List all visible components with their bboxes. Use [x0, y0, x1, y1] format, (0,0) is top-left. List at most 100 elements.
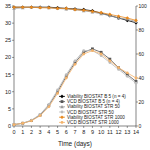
data-point: [56, 92, 59, 95]
data-point: [135, 77, 138, 80]
series-line: [14, 7, 136, 20]
x-tick-label: 5: [56, 129, 59, 135]
y-tick: [12, 40, 14, 41]
x-tick-label: 4: [47, 129, 50, 135]
data-point: [99, 11, 103, 15]
y-tick: [12, 57, 14, 58]
y-tick-label: 20: [5, 54, 11, 60]
data-point: [21, 122, 24, 125]
data-point: [21, 5, 25, 9]
data-point: [65, 77, 68, 80]
x-tick: [75, 126, 76, 128]
series-line: [14, 7, 136, 23]
data-point: [64, 7, 68, 10]
data-point: [73, 8, 77, 11]
series-line: [14, 51, 136, 125]
data-point: [30, 5, 34, 8]
data-point: [91, 49, 94, 52]
y-tick: [12, 23, 14, 24]
y-tick-label: 5: [8, 106, 11, 112]
data-point: [47, 5, 51, 9]
legend-swatch: [59, 101, 65, 102]
data-point: [13, 123, 16, 126]
x-tick-label: 6: [65, 129, 68, 135]
data-point: [21, 5, 25, 9]
data-point: [47, 6, 51, 10]
x-tick: [109, 126, 110, 128]
x-tick-label: 12: [116, 129, 122, 135]
x-tick-label: 13: [124, 129, 130, 135]
legend-marker: [61, 111, 64, 114]
y2-tick-label: 40: [139, 75, 145, 81]
x-tick: [14, 126, 15, 128]
legend-swatch: [59, 122, 65, 123]
x-tick: [31, 126, 32, 128]
y-tick-label: 10: [5, 89, 11, 95]
legend-marker: [61, 121, 64, 124]
data-point: [56, 6, 60, 10]
x-tick-label: 11: [107, 129, 113, 135]
data-point: [13, 123, 16, 126]
data-point: [91, 10, 95, 13]
x-tick: [83, 126, 84, 128]
data-point: [39, 114, 42, 117]
data-point: [56, 7, 60, 10]
y-tick-label: 0: [8, 123, 11, 129]
x-tick: [136, 126, 137, 128]
x-tick-label: 14: [133, 129, 139, 135]
x-tick: [118, 126, 119, 128]
y-tick: [12, 91, 14, 92]
data-point: [30, 119, 33, 122]
y-tick: [12, 108, 14, 109]
y2-tick-label: 60: [139, 51, 145, 57]
data-point: [12, 5, 16, 9]
x-tick-label: 2: [30, 129, 33, 135]
legend-marker: [60, 115, 64, 119]
data-point: [117, 66, 120, 69]
data-point: [38, 6, 42, 10]
data-point: [126, 71, 129, 74]
x-tick-label: 10: [98, 129, 104, 135]
series-line: [14, 51, 136, 125]
data-point: [73, 7, 77, 11]
x-tick: [22, 126, 23, 128]
data-point: [74, 63, 77, 66]
x-tick-label: 3: [39, 129, 42, 135]
data-point: [91, 49, 94, 52]
data-point: [39, 114, 42, 117]
x-tick: [48, 126, 49, 128]
legend-label: VCD BIOSTAT STR 1000: [67, 120, 119, 125]
x-tick: [57, 126, 58, 128]
x-axis-label: Time (days): [58, 140, 92, 148]
x-tick-label: 8: [82, 129, 85, 135]
data-point: [21, 122, 24, 125]
y-tick-label: 35: [5, 3, 11, 9]
x-tick: [40, 126, 41, 128]
data-point: [65, 73, 68, 76]
y-tick-label: 25: [5, 37, 11, 43]
data-point: [134, 19, 138, 23]
series-line: [14, 7, 136, 21]
data-point: [108, 59, 111, 62]
y-tick: [12, 74, 14, 75]
y-axis: [14, 6, 15, 126]
data-point: [64, 7, 68, 11]
y2-tick-label: 0: [139, 123, 142, 129]
x-tick-label: 9: [91, 129, 94, 135]
data-point: [125, 16, 129, 20]
data-point: [21, 6, 25, 9]
data-point: [30, 119, 33, 122]
legend-marker: [60, 95, 64, 99]
data-point: [30, 5, 34, 9]
data-point: [82, 9, 86, 12]
data-point: [117, 66, 120, 69]
data-point: [117, 14, 121, 18]
x-tick-label: 7: [73, 129, 76, 135]
x-tick-label: 1: [21, 129, 24, 135]
data-point: [13, 123, 16, 126]
data-point: [82, 8, 86, 12]
data-point: [74, 59, 77, 62]
legend-swatch: [59, 112, 65, 113]
legend-marker: [61, 100, 64, 103]
data-point: [47, 6, 51, 9]
